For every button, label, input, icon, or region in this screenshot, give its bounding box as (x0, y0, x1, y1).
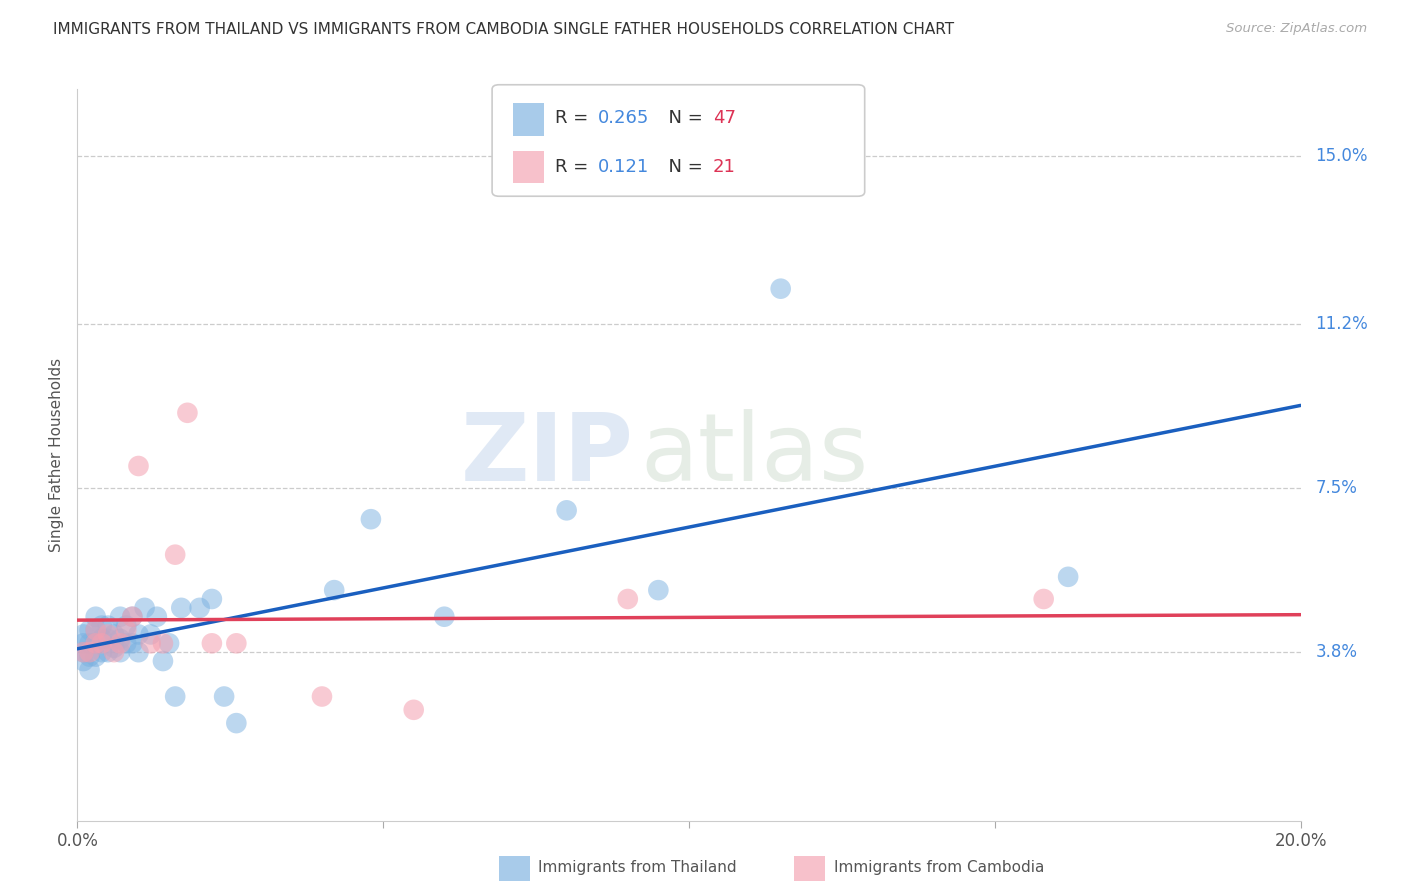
Text: Source: ZipAtlas.com: Source: ZipAtlas.com (1226, 22, 1367, 36)
Point (72, 636, 94, 650)
Point (134, 600, 156, 615)
Point (617, 592, 640, 607)
Point (433, 609, 456, 624)
Point (97, 618, 120, 632)
Text: R =: R = (555, 109, 595, 127)
Point (72, 645, 94, 659)
Point (115, 618, 138, 632)
Point (115, 636, 138, 650)
Text: 0.121: 0.121 (598, 158, 648, 176)
Text: 0.265: 0.265 (598, 109, 650, 127)
Point (157, 636, 180, 650)
Point (165, 548, 187, 562)
Point (121, 636, 143, 650)
Point (84, 636, 107, 650)
Point (647, 583, 669, 598)
Point (72, 654, 94, 668)
Point (769, 282, 792, 296)
Point (108, 645, 131, 659)
Point (360, 512, 382, 526)
Point (108, 632, 131, 646)
Point (139, 636, 162, 650)
Text: ZIP: ZIP (461, 409, 634, 501)
Point (555, 503, 578, 517)
Point (146, 609, 169, 624)
Text: Immigrants from Cambodia: Immigrants from Cambodia (834, 860, 1045, 874)
Point (84, 636, 107, 650)
Point (139, 627, 162, 641)
Point (212, 690, 235, 704)
Y-axis label: Single Father Households: Single Father Households (49, 358, 65, 552)
Point (201, 636, 224, 650)
Point (311, 690, 333, 704)
Text: N =: N = (657, 158, 709, 176)
Point (121, 609, 143, 624)
Text: 47: 47 (713, 109, 735, 127)
Point (72, 627, 94, 641)
Point (90, 645, 112, 659)
Point (79, 663, 101, 677)
Point (79, 636, 101, 650)
Point (79, 623, 101, 637)
Point (84, 609, 107, 624)
Text: IMMIGRANTS FROM THAILAND VS IMMIGRANTS FROM CAMBODIA SINGLE FATHER HOUSEHOLDS CO: IMMIGRANTS FROM THAILAND VS IMMIGRANTS F… (53, 22, 955, 37)
Point (90, 618, 112, 632)
Point (97, 645, 120, 659)
Point (79, 645, 101, 659)
Point (84, 623, 107, 637)
Text: atlas: atlas (640, 409, 869, 501)
Point (176, 406, 198, 420)
Point (225, 636, 247, 650)
Point (1057, 570, 1080, 584)
Point (97, 632, 120, 646)
Point (84, 649, 107, 664)
Text: 21: 21 (713, 158, 735, 176)
Point (84, 623, 107, 637)
Point (90, 632, 112, 646)
Point (108, 609, 131, 624)
Point (170, 600, 193, 615)
Point (103, 627, 125, 641)
Point (108, 636, 131, 650)
Point (121, 609, 143, 624)
Point (165, 690, 187, 704)
Point (152, 654, 174, 668)
Point (1032, 592, 1054, 607)
Text: 3.8%: 3.8% (1315, 643, 1357, 661)
Point (79, 649, 101, 664)
Point (103, 640, 125, 655)
Point (127, 627, 149, 641)
Point (152, 636, 174, 650)
Point (72, 645, 94, 659)
Point (201, 592, 224, 607)
Point (103, 645, 125, 659)
Text: 11.2%: 11.2% (1315, 315, 1368, 333)
Point (188, 600, 211, 615)
Point (90, 636, 112, 650)
Point (97, 627, 120, 641)
Text: 7.5%: 7.5% (1315, 479, 1357, 497)
Text: N =: N = (657, 109, 709, 127)
Point (115, 623, 138, 637)
Point (402, 703, 425, 717)
Point (323, 583, 346, 598)
Point (127, 458, 149, 473)
Text: Immigrants from Thailand: Immigrants from Thailand (538, 860, 737, 874)
Text: R =: R = (555, 158, 600, 176)
Text: 15.0%: 15.0% (1315, 146, 1368, 165)
Point (127, 645, 149, 659)
Point (225, 716, 247, 731)
